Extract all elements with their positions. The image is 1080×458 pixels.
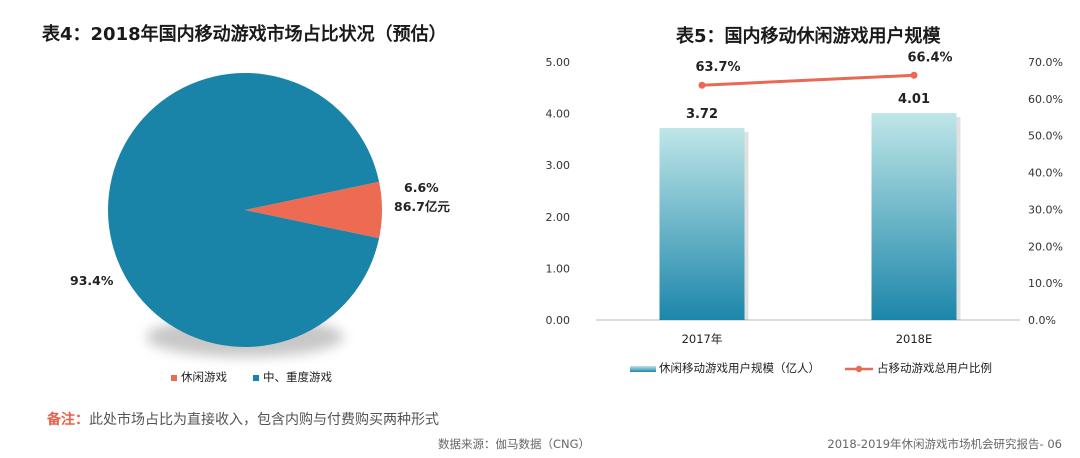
legend-swatch-line-marker (855, 365, 863, 373)
bar-2 (871, 113, 957, 320)
line-value-label: 63.7% (695, 60, 740, 75)
y-right-tick-label: 30.0% (1028, 203, 1063, 216)
y-right-tick-label: 60.0% (1028, 93, 1063, 106)
legend-label-hardcore: 中、重度游戏 (263, 370, 332, 384)
pie-chart: 6.6% 86.7亿元 93.4% 休闲游戏 中、重度游戏 (70, 72, 450, 384)
bar-value-label: 4.01 (898, 92, 930, 107)
y-right-tick-label: 70.0% (1028, 56, 1063, 69)
legend-swatch-casual (171, 375, 177, 381)
pie-chart-title: 表4：2018年国内移动游戏市场占比状况（预估） (42, 24, 447, 45)
note-label: 备注： (47, 412, 89, 428)
pie-label-hardcore-percent: 93.4% (70, 273, 114, 288)
y-left-tick-label: 4.00 (546, 108, 571, 121)
legend-swatch-hardcore (253, 375, 259, 381)
bar-1 (659, 128, 745, 320)
pie-slice-casual (245, 181, 383, 239)
data-source: 数据来源：伽马数据（CNG） (438, 437, 591, 451)
report-page-label: 2018-2019年休闲游戏市场机会研究报告- 06 (827, 437, 1062, 451)
pie-label-casual-amount: 86.7亿元 (394, 199, 450, 214)
line-point (910, 71, 918, 79)
x-tick-label: 2017年 (682, 332, 723, 346)
combo-chart: 0.00 1.00 2.00 3.00 4.00 5.00 0.0% 10.0% 20.0% 30… (546, 50, 1063, 375)
note: 备注：此处市场占比为直接收入，包含内购与付费购买两种形式 (47, 409, 439, 429)
y-left-tick-label: 1.00 (546, 262, 571, 275)
pie-label-casual-percent: 6.6% (404, 180, 439, 195)
line-value-label: 66.4% (907, 50, 952, 65)
bar-chart-title: 表5：国内移动休闲游戏用户规模 (676, 26, 941, 47)
x-tick-label: 2018E (896, 332, 933, 346)
y-left-tick-label: 0.00 (546, 314, 571, 327)
legend-label-casual: 休闲游戏 (181, 370, 227, 384)
y-right-tick-label: 50.0% (1028, 130, 1063, 143)
y-right-tick-label: 20.0% (1028, 240, 1063, 253)
line-series-ratio (701, 73, 915, 87)
y-left-tick-label: 3.00 (546, 159, 571, 172)
y-right-tick-label: 10.0% (1028, 277, 1063, 290)
pie-slice-hardcore (108, 72, 380, 347)
legend-swatch-bar (630, 366, 656, 372)
bar-value-label: 3.72 (686, 107, 718, 122)
y-left-tick-label: 2.00 (546, 211, 571, 224)
legend-label-line: 占移动游戏总用户比例 (877, 361, 992, 375)
note-text: 此处市场占比为直接收入，包含内购与付费购买两种形式 (89, 412, 439, 428)
legend-label-bar: 休闲移动游戏用户规模（亿人） (659, 361, 820, 375)
y-left-tick-label: 5.00 (546, 56, 571, 69)
y-right-tick-label: 40.0% (1028, 167, 1063, 180)
line-point (698, 81, 706, 89)
y-right-tick-label: 0.0% (1028, 314, 1056, 327)
